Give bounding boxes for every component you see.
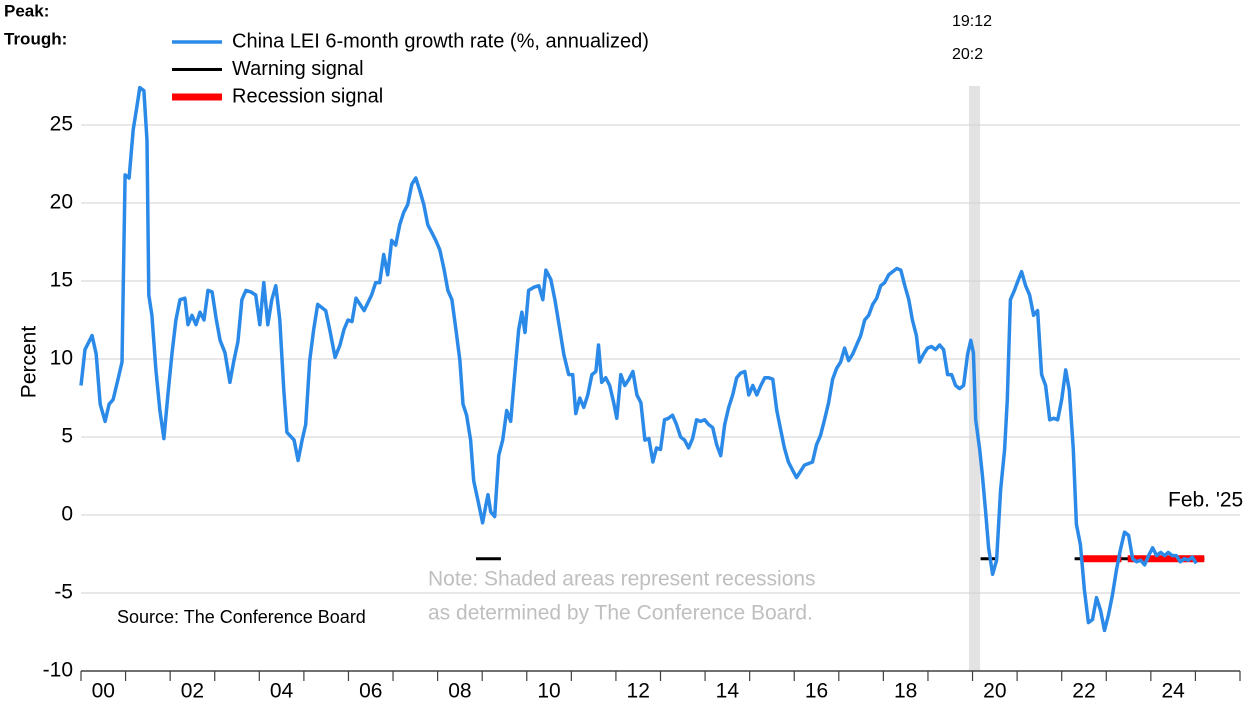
y-tick-label: -5 — [54, 581, 73, 604]
legend-label: Warning signal — [232, 58, 364, 80]
end-label: Feb. '25 — [1168, 489, 1243, 512]
y-tick-label: -10 — [43, 659, 73, 682]
x-tick-label: 18 — [894, 680, 917, 703]
trough-label: Trough: — [4, 29, 67, 48]
peak-date: 19:12 — [952, 13, 992, 30]
y-tick-label: 15 — [50, 269, 73, 292]
y-axis-label: Percent — [18, 326, 41, 399]
x-tick-label: 20 — [983, 680, 1006, 703]
x-tick-label: 22 — [1072, 680, 1095, 703]
note: as determined by The Conference Board. — [428, 602, 813, 625]
x-tick-label: 16 — [805, 680, 828, 703]
x-tick-label: 10 — [537, 680, 560, 703]
x-tick-label: 04 — [270, 680, 294, 703]
x-tick-label: 14 — [716, 680, 740, 703]
note: Note: Shaded areas represent recessions — [428, 568, 816, 591]
x-tick-label: 06 — [359, 680, 382, 703]
y-tick-label: 5 — [61, 425, 73, 448]
y-tick-label: 0 — [61, 503, 73, 526]
source: Source: The Conference Board — [117, 607, 366, 627]
y-tick-label: 25 — [50, 113, 73, 136]
trough-date: 20:2 — [952, 46, 983, 63]
x-tick-label: 12 — [627, 680, 650, 703]
y-tick-label: 10 — [50, 347, 73, 370]
legend-label: Recession signal — [232, 85, 383, 107]
peak-label: Peak: — [4, 1, 49, 20]
x-tick-label: 02 — [181, 680, 204, 703]
x-tick-label: 08 — [448, 680, 471, 703]
x-tick-label: 24 — [1161, 680, 1185, 703]
x-tick-label: 00 — [92, 680, 115, 703]
y-tick-label: 20 — [50, 191, 73, 214]
series-line — [79, 85, 1198, 633]
legend-label: China LEI 6-month growth rate (%, annual… — [232, 30, 649, 52]
